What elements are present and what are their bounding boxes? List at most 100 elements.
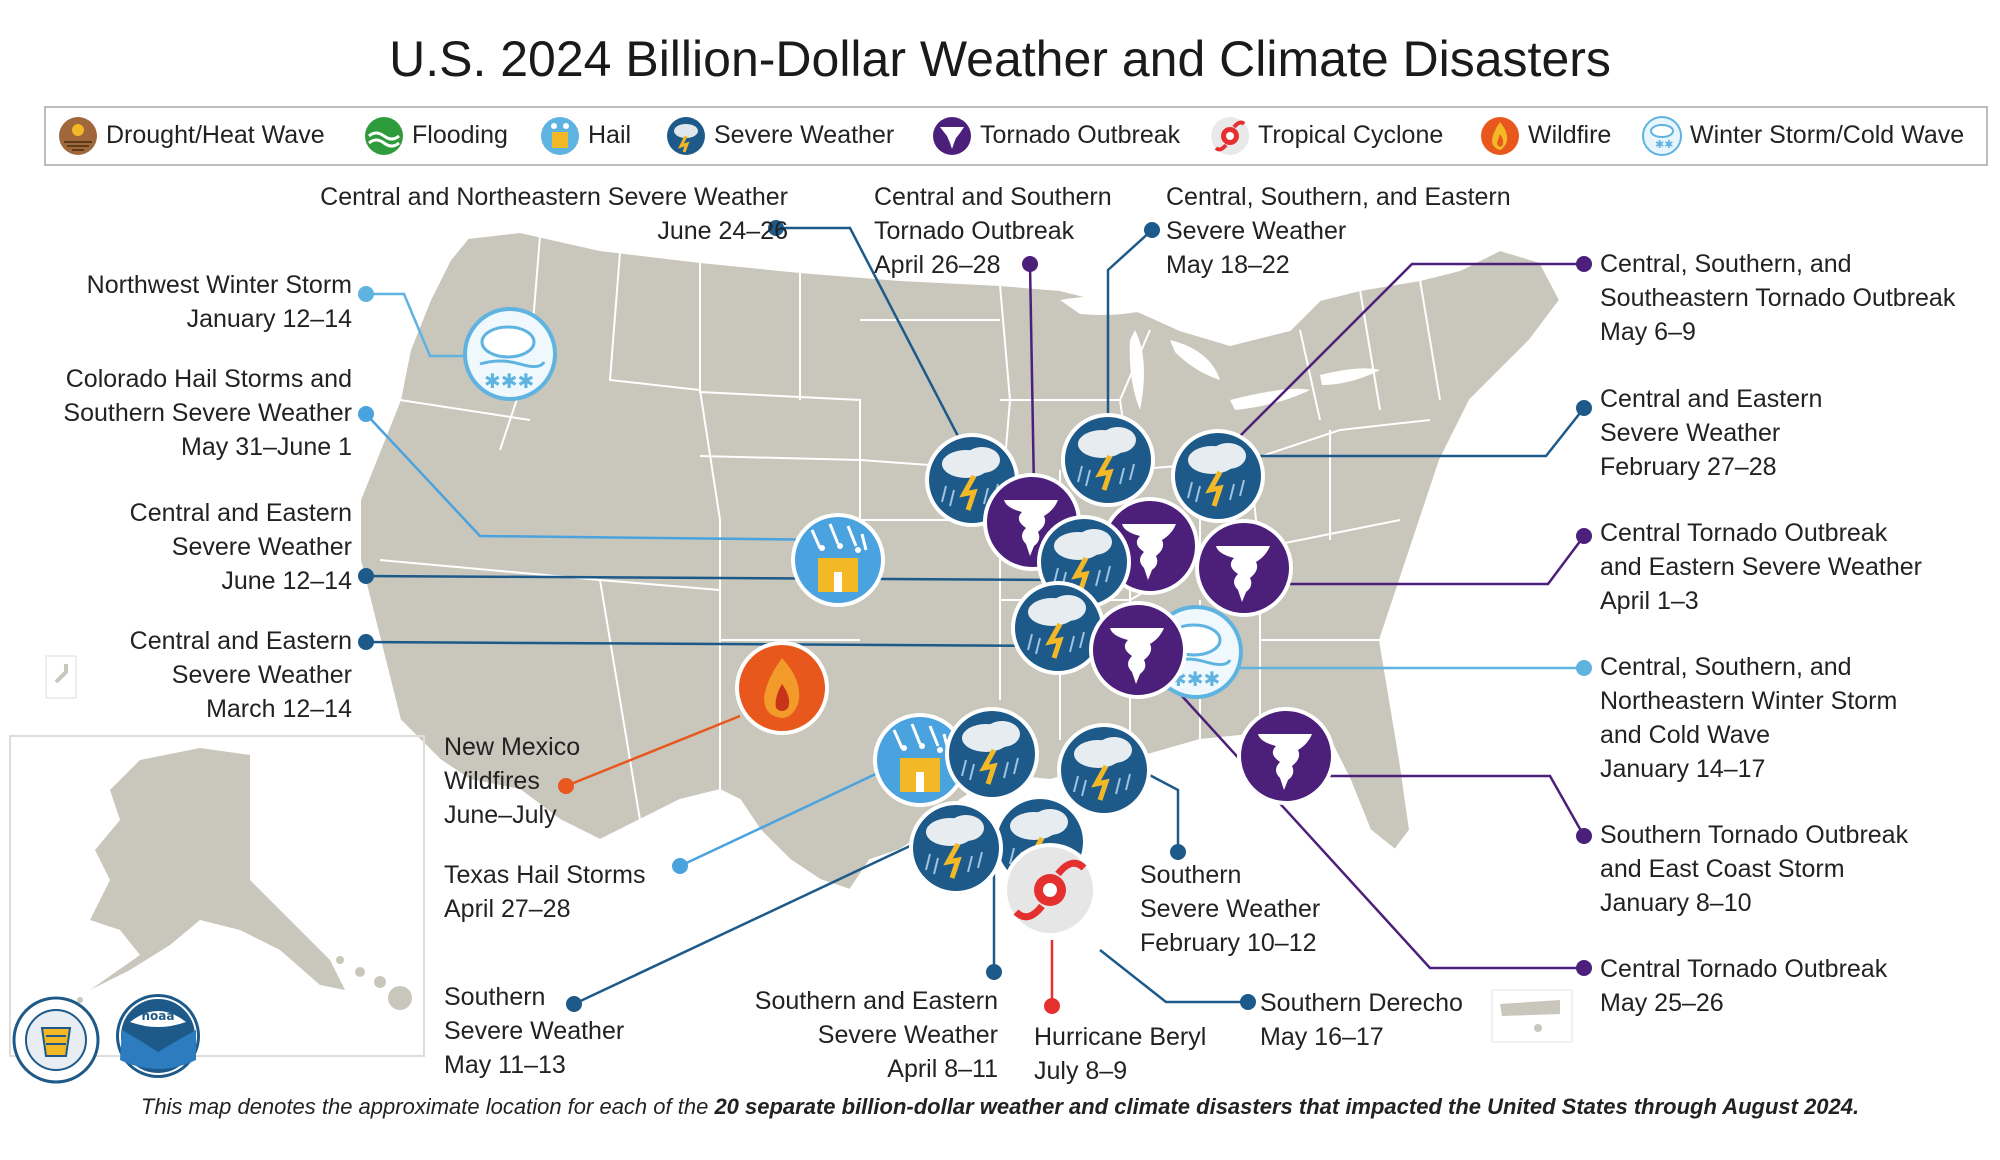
event-marker-hurricane-beryl[interactable] [1005,845,1095,935]
event-name: Hurricane Beryl [1034,1023,1207,1051]
event-label-southeastern-tornado: Central, Southern, and Southeastern Torn… [1600,247,1955,349]
event-dates: May 31–June 1 [181,433,352,461]
event-name: Severe Weather [1600,419,1781,447]
drought-icon [59,117,97,155]
event-dates: March 12–14 [206,695,352,723]
leader-dots [358,220,1592,1014]
tornado-icon [933,117,971,155]
event-marker-colorado-hail[interactable] [791,513,885,607]
event-name: Southern Severe Weather [63,399,352,427]
event-name: Central and Eastern [129,627,352,655]
event-name: Southern Tornado Outbreak [1600,821,1909,849]
noaa-logo: noaa [116,994,200,1078]
footnote-bold-text: 20 separate billion-dollar weather and c… [714,1094,1860,1119]
event-dates: July 8–9 [1034,1057,1128,1085]
legend-label: Tornado Outbreak [980,121,1181,149]
great-lakes [1060,296,1380,410]
event-label-northwest-winter-storm: Northwest Winter Storm January 12–14 [87,268,352,336]
event-label-hurricane-beryl: Hurricane Beryl July 8–9 [1034,1020,1206,1088]
event-dates: April 27–28 [444,895,571,923]
event-name: Central, Southern, and [1600,250,1852,278]
event-marker-central-southern-eastern-severe[interactable] [1063,415,1153,505]
event-marker-southern-severe-feb[interactable] [1059,725,1149,815]
tropical-cyclone-icon [1211,117,1249,155]
event-dates: May 18–22 [1166,251,1290,279]
alaska-landmass [90,748,345,990]
event-dates: May 6–9 [1600,318,1696,346]
event-name: Central and Northeastern Severe Weather [320,183,788,211]
legend: Drought/Heat Wave Flooding Hail Severe W… [44,106,1988,166]
event-name: Northwest Winter Storm [86,271,352,299]
event-dates: February 10–12 [1140,929,1317,957]
event-label-southern-tornado-east-coast: Southern Tornado Outbreak and East Coast… [1600,818,1908,920]
event-marker-southern-severe-apr[interactable] [947,709,1037,799]
legend-label: Wildfire [1528,121,1612,149]
event-name: Central and Eastern [1600,385,1823,413]
wildfire-icon [1481,117,1519,155]
hawaii-islands [336,956,412,1010]
event-dates: May 25–26 [1600,989,1724,1017]
event-label-central-northeastern-severe: Central and Northeastern Severe Weather … [320,180,788,248]
event-name: Southeastern Tornado Outbreak [1600,284,1956,312]
event-name: Tornado Outbreak [874,217,1075,245]
event-label-central-southern-eastern-severe: Central, Southern, and Eastern Severe We… [1166,180,1511,282]
event-label-central-eastern-severe-march: Central and Eastern Severe Weather March… [130,624,352,726]
legend-label: Severe Weather [714,121,895,149]
event-name: Colorado Hail Storms and [65,365,352,393]
event-name: Southern Derecho [1260,989,1463,1017]
event-marker-central-eastern-severe-feb[interactable] [1173,431,1263,521]
event-name: and East Coast Storm [1600,855,1845,883]
event-name: Severe Weather [171,533,352,561]
event-dates: June 24–26 [657,217,788,245]
event-dates: April 8–11 [887,1055,998,1083]
winter-storm-icon: ✱✱ [1642,116,1682,156]
puerto-rico-inset-frame [1491,989,1573,1043]
event-name: Severe Weather [1140,895,1321,923]
footnote: This map denotes the approximate locatio… [0,1094,2000,1120]
event-name: Wildfires [444,767,540,795]
event-marker-central-eastern-severe-march[interactable] [1013,583,1103,673]
event-name: Central, Southern, and [1600,653,1852,681]
event-name: Central and Southern [874,183,1112,211]
event-marker-central-tornado-may[interactable] [1089,601,1187,699]
legend-label: Hail [588,121,632,149]
event-dates: May 16–17 [1260,1023,1384,1051]
event-marker-central-tornado-eastern-severe[interactable] [1195,519,1293,617]
svg-text:✱✱: ✱✱ [1655,138,1673,151]
event-marker-northwest-winter-storm[interactable] [463,307,557,401]
event-label-southern-severe-may: Southern Severe Weather May 11–13 [444,980,624,1082]
event-dates: February 27–28 [1600,453,1777,481]
event-label-southern-severe-feb: Southern Severe Weather February 10–12 [1140,858,1320,960]
event-dates: April 26–28 [874,251,1001,279]
guam-landmass [54,664,68,684]
event-marker-southern-tornado-east-coast[interactable] [1237,707,1335,805]
legend-label: Drought/Heat Wave [106,121,325,149]
map-title: U.S. 2024 Billion-Dollar Weather and Cli… [389,31,1611,87]
event-name: Central Tornado Outbreak [1600,519,1888,547]
doc-seal [12,996,100,1084]
flood-icon [365,117,403,155]
event-marker-southern-severe-may[interactable] [911,803,1001,893]
event-name: Severe Weather [171,661,352,689]
event-label-texas-hail: Texas Hail Storms April 27–28 [444,858,645,926]
event-dates: January 14–17 [1600,755,1766,783]
event-name: Severe Weather [444,1017,625,1045]
event-name: Central Tornado Outbreak [1600,955,1888,983]
event-dates: June–July [444,801,557,829]
event-label-central-tornado-eastern-severe: Central Tornado Outbreak and Eastern Sev… [1600,516,1922,618]
event-name: Southern and Eastern [754,987,998,1015]
event-name: Severe Weather [1166,217,1347,245]
event-marker-new-mexico-wildfire[interactable] [735,641,829,735]
event-label-central-tornado-may: Central Tornado Outbreak May 25–26 [1600,952,1887,1020]
event-name: Southern [444,983,546,1011]
event-dates: January 8–10 [1600,889,1752,917]
footnote-text: This map denotes the approximate locatio… [140,1094,715,1119]
event-label-southern-derecho: Southern Derecho May 16–17 [1260,986,1463,1054]
event-label-central-eastern-severe-june: Central and Eastern Severe Weather June … [130,496,352,598]
event-label-winter-storm-cold-wave: Central, Southern, and Northeastern Wint… [1600,650,1897,786]
legend-label: Winter Storm/Cold Wave [1690,121,1965,149]
event-name: Texas Hail Storms [444,861,646,889]
event-label-southern-eastern-severe: Southern and Eastern Severe Weather Apri… [755,984,998,1086]
legend-label: Tropical Cyclone [1258,121,1444,149]
event-name: Central and Eastern [129,499,352,527]
